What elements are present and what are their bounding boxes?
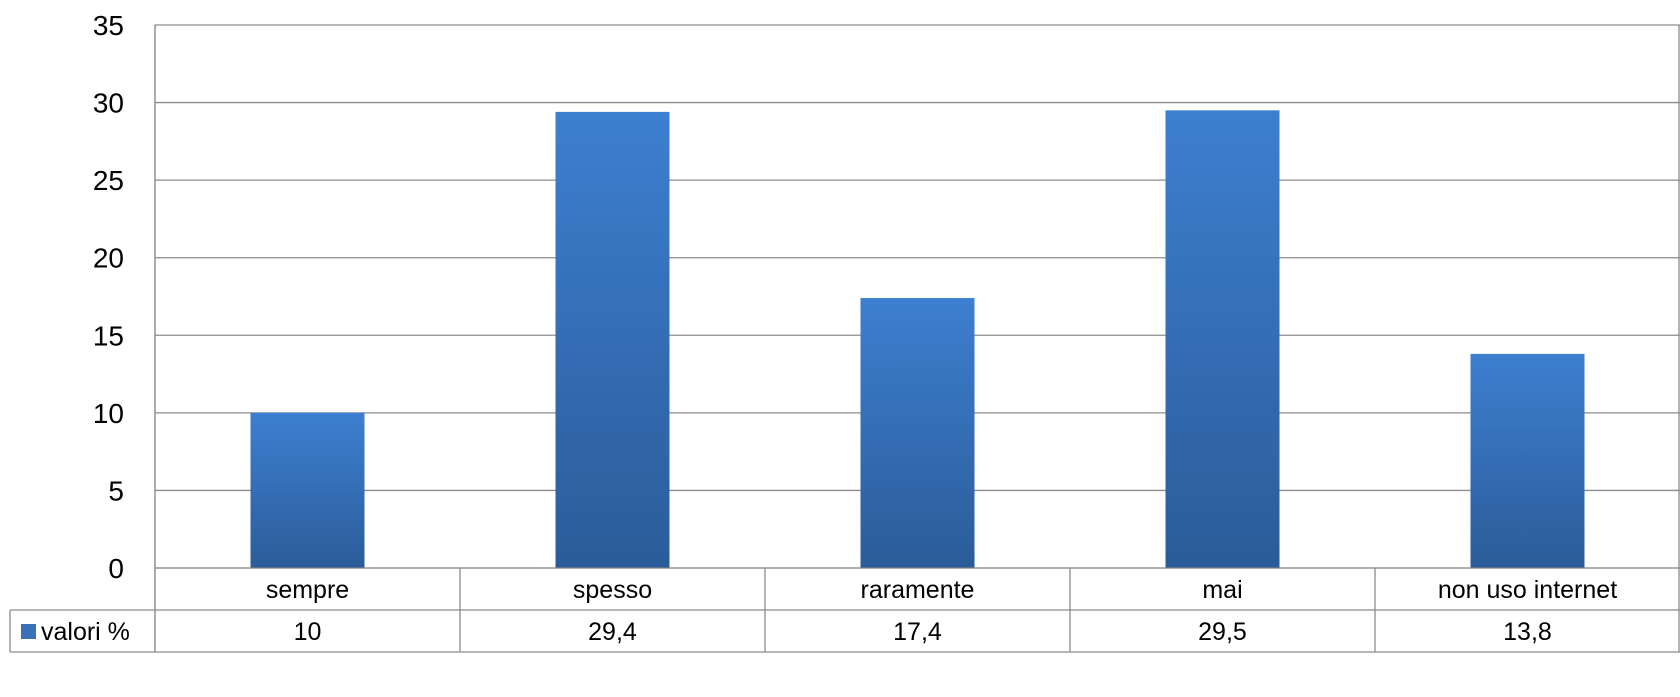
bar — [555, 111, 670, 568]
legend-series-label: valori % — [41, 618, 130, 646]
y-tick-label: 35 — [93, 10, 124, 41]
y-tick-label: 30 — [93, 88, 124, 119]
x-category-label: spesso — [573, 576, 652, 604]
y-tick-label: 0 — [108, 553, 124, 584]
y-tick-label: 25 — [93, 165, 124, 196]
bar — [250, 412, 365, 568]
y-tick-label: 5 — [108, 475, 124, 506]
legend-key — [21, 624, 36, 639]
x-category-label: sempre — [266, 576, 349, 604]
bars — [250, 110, 1585, 568]
bar — [1165, 110, 1280, 568]
data-table: sempre spesso raramente mai non uso internet… — [9, 25, 1680, 653]
y-tick-label: 10 — [93, 398, 124, 429]
x-category-label: raramente — [861, 576, 975, 604]
data-table-value: 10 — [294, 618, 322, 646]
axes — [154, 25, 1680, 652]
x-category-label: non uso internet — [1438, 576, 1617, 604]
x-category-label: mai — [1202, 576, 1242, 604]
data-table-value: 13,8 — [1503, 618, 1552, 646]
y-tick-labels: 0 5 10 15 20 25 30 35 — [93, 10, 124, 584]
bar — [860, 298, 975, 568]
data-table-value: 17,4 — [893, 618, 942, 646]
data-table-value: 29,5 — [1198, 618, 1247, 646]
y-tick-label: 15 — [93, 320, 124, 351]
data-table-value: 29,4 — [588, 618, 637, 646]
y-tick-label: 20 — [93, 243, 124, 274]
bar — [1470, 353, 1585, 568]
